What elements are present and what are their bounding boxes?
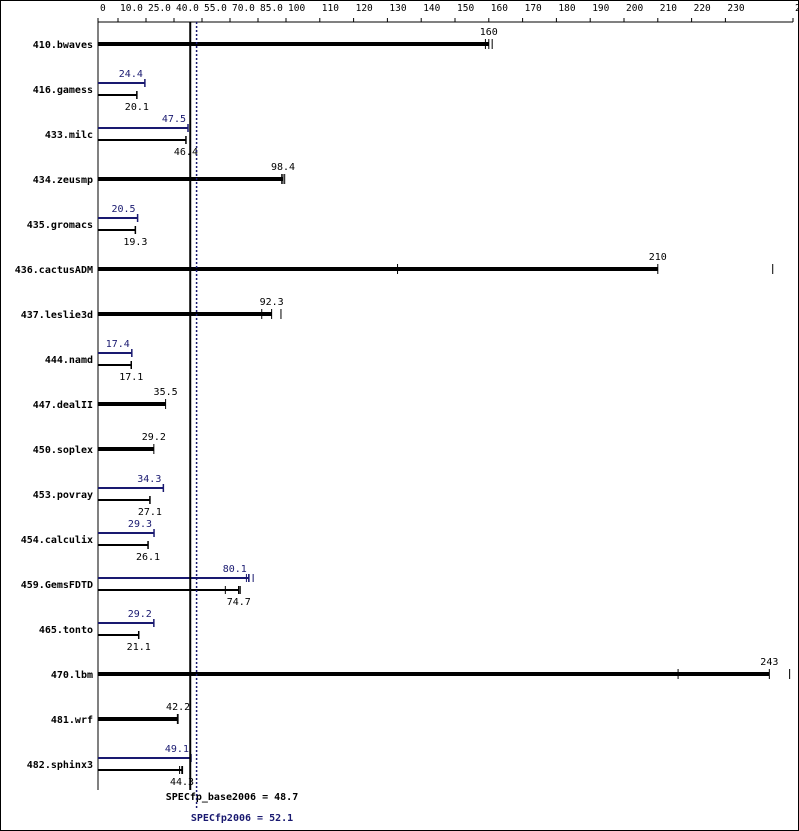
data-label-base: 27.1 [138,507,162,518]
benchmark-labels: 410.bwaves 416.gamess 433.milc 434.zeusmp 43… [15,40,93,771]
benchmark-label: 434.zeusmp [33,175,93,186]
benchmark-label: 436.cactusADM [15,265,93,276]
benchmark-label: 450.soplex [33,445,93,456]
x-tick-label: 120 [356,3,373,14]
data-label-peak: 47.5 [162,114,186,125]
benchmark-label: 437.leslie3d [21,309,93,321]
benchmark-label: 444.namd [45,355,93,366]
x-tick-label: 10.0 [120,3,143,14]
x-tick-label: 170 [525,3,542,14]
data-label-peak: 34.3 [137,474,161,485]
data-label-peak: 49.1 [165,744,189,755]
data-label-base: 19.3 [123,237,147,248]
benchmark-label: 453.povray [33,490,93,501]
data-label-peak: 20.5 [112,204,136,215]
x-tick-label: 230 [727,3,744,14]
benchmark-label: 435.gromacs [27,220,93,231]
benchmark-label: 482.sphinx3 [27,759,93,771]
data-label: 42.2 [166,702,190,713]
x-tick-label: 40.0 [176,3,199,14]
data-label-base: 20.1 [125,102,149,113]
data-label-base: 46.4 [174,147,198,158]
x-tick-label: 140 [423,3,440,14]
data-label-base: 17.1 [119,372,143,383]
data-label-base: 26.1 [136,552,160,563]
data-label-peak: 29.3 [128,519,152,530]
x-tick-label: 55.0 [204,3,227,14]
x-tick-label: 25.0 [148,3,171,14]
benchmark-label: 447.dealII [33,400,93,411]
benchmark-label: 433.milc [45,129,93,141]
x-tick-label: 200 [626,3,643,14]
data-label-base: 74.7 [227,597,251,608]
x-tick-label: 190 [592,3,609,14]
x-tick-label: 130 [389,3,406,14]
benchmark-label: 470.lbm [51,670,93,681]
x-axis: 0 10.0 25.0 40.0 55.0 70.0 85.0 100 110 120 130 140… [97,3,799,790]
data-label: 35.5 [154,387,178,398]
x-tick-label: 70.0 [232,3,255,14]
data-label-peak: 24.4 [119,69,143,80]
data-label: 92.3 [260,297,284,308]
data-label-base: 21.1 [127,642,151,653]
data-label: 210 [649,252,667,263]
benchmark-label: 465.tonto [39,625,93,636]
data-label-peak: 29.2 [128,609,152,620]
benchmark-label: 459.GemsFDTD [21,580,93,591]
data-label-base: 44.3 [170,777,194,788]
x-tick-label: 150 [457,3,474,14]
data-label: 160 [480,27,498,38]
benchmark-label: 481.wrf [51,715,93,726]
data-label: 243 [760,657,778,668]
reference-lines: SPECfp_base2006 = 48.7 SPECfp2006 = 52.1 [166,22,298,824]
x-tick-label: 250 [795,3,799,14]
plot-area: 160 24.4 20.1 47.5 46.4 98.4 20.5 19.3 210 92.3 17… [98,27,791,788]
data-label-peak: 17.4 [106,339,130,350]
x-tick-label: 85.0 [260,3,283,14]
peak-summary-label: SPECfp2006 = 52.1 [191,813,293,824]
x-tick-label: 0 [100,3,106,14]
data-label: 98.4 [271,162,295,173]
x-tick-label: 110 [322,3,339,14]
x-tick-label: 100 [288,3,305,14]
x-tick-label: 160 [491,3,508,14]
benchmark-label: 416.gamess [33,85,93,96]
x-tick-label: 210 [660,3,677,14]
benchmark-label: 410.bwaves [33,40,93,51]
data-label: 29.2 [142,432,166,443]
data-label-peak: 80.1 [223,564,247,575]
base-summary-label: SPECfp_base2006 = 48.7 [166,792,298,803]
benchmark-label: 454.calculix [21,534,93,546]
x-tick-label: 220 [694,3,711,14]
x-tick-label: 180 [558,3,575,14]
